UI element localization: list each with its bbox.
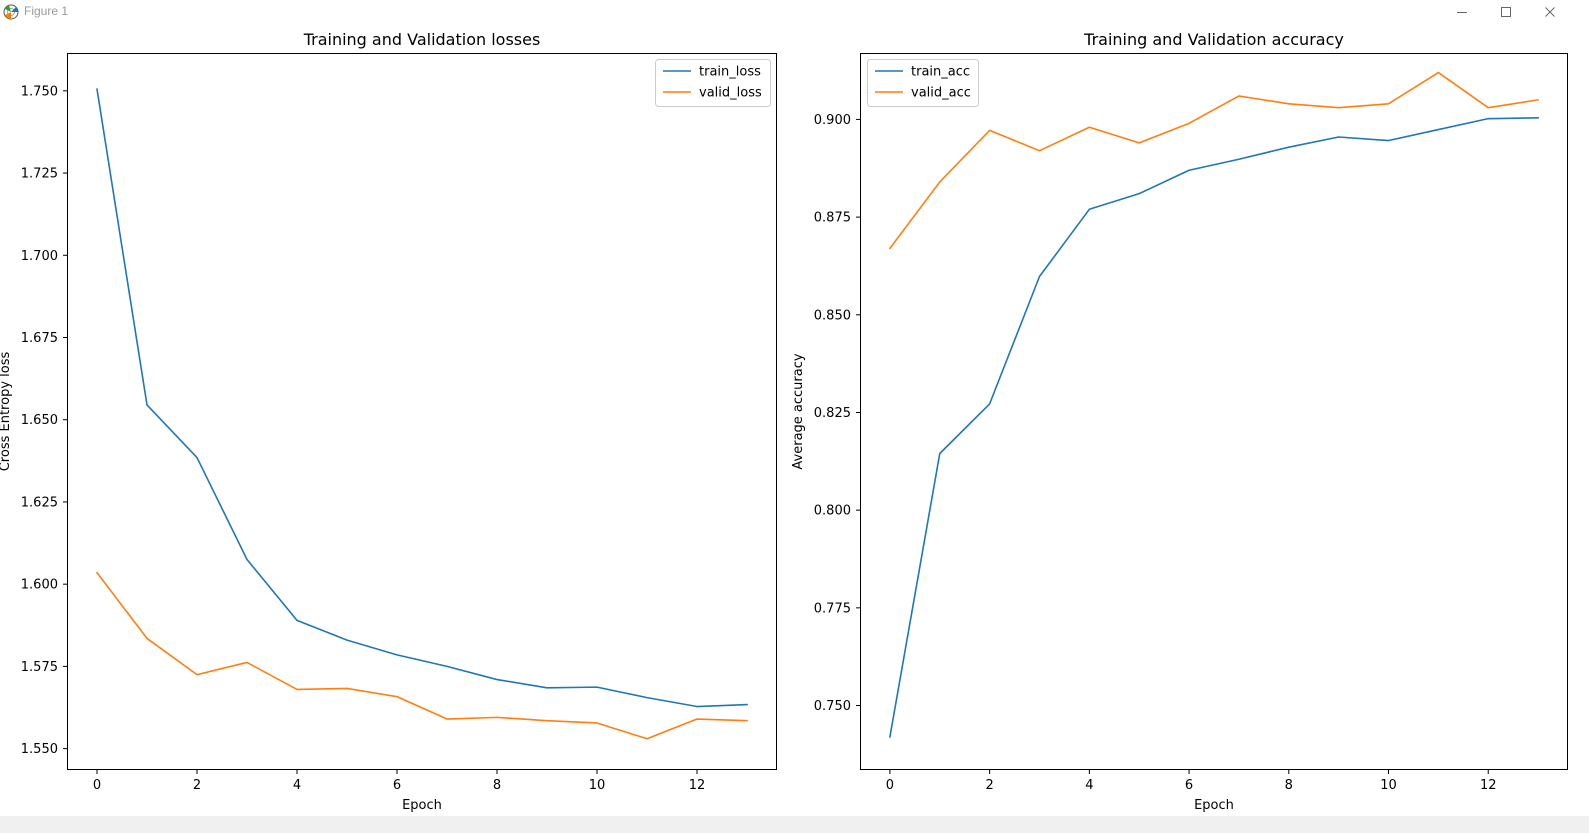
x-tick-label: 0 bbox=[93, 778, 101, 793]
chart-losses: 0 2 4 6 8 10 12 1.550 1.575 1.600 1.625 1.650 1.675 1… bbox=[0, 30, 777, 813]
window-title: Figure 1 bbox=[24, 4, 69, 18]
x-tick-label: 0 bbox=[886, 778, 894, 793]
legend-label: train_loss bbox=[699, 65, 761, 80]
minimize-icon bbox=[1457, 12, 1467, 13]
y-tick-label: 1.700 bbox=[21, 249, 58, 264]
legend-label: valid_acc bbox=[911, 86, 971, 101]
legend-label: valid_loss bbox=[699, 86, 762, 101]
legend: train_loss valid_loss bbox=[655, 59, 771, 107]
y-tick-label: 0.775 bbox=[814, 601, 851, 616]
y-tick-label: 1.550 bbox=[21, 742, 58, 757]
x-axis-label: Epoch bbox=[402, 798, 442, 813]
series-line-valid_acc bbox=[888, 71, 1539, 250]
matplotlib-icon bbox=[3, 4, 19, 20]
y-tick-label: 1.600 bbox=[21, 578, 58, 593]
legend: train_acc valid_acc bbox=[867, 59, 979, 107]
chart-accuracy: 0 2 4 6 8 10 12 0.750 0.775 0.800 0.825 0.850 0.875 0… bbox=[791, 30, 1568, 813]
y-tick-label: 0.875 bbox=[814, 211, 851, 226]
series-line-train_loss bbox=[96, 88, 748, 708]
x-tick-label: 2 bbox=[985, 778, 993, 793]
y-tick-label: 1.625 bbox=[21, 495, 58, 510]
y-tick-label: 0.750 bbox=[814, 699, 851, 714]
x-tick-label: 8 bbox=[493, 778, 501, 793]
y-tick-label: 1.725 bbox=[21, 167, 58, 182]
maximize-icon bbox=[1501, 7, 1511, 17]
x-tick-label: 4 bbox=[1085, 778, 1093, 793]
y-tick-label: 1.750 bbox=[21, 84, 58, 99]
legend-label: train_acc bbox=[911, 65, 970, 80]
x-tick-label: 6 bbox=[393, 778, 401, 793]
x-tick-label: 4 bbox=[293, 778, 301, 793]
close-icon bbox=[1545, 7, 1555, 17]
y-tick-label: 1.575 bbox=[21, 660, 58, 675]
y-axis-label: Cross Entropy loss bbox=[0, 352, 13, 472]
series-line-valid_loss bbox=[95, 571, 748, 740]
axes-frame bbox=[860, 53, 1568, 770]
y-tick-label: 0.850 bbox=[814, 308, 851, 323]
plot-area bbox=[860, 53, 1568, 770]
maximize-button[interactable] bbox=[1484, 0, 1528, 24]
series-line-train_acc bbox=[888, 117, 1539, 738]
y-tick-label: 1.675 bbox=[21, 331, 58, 346]
chart-title: Training and Validation accuracy bbox=[1083, 30, 1344, 49]
x-tick-label: 10 bbox=[589, 778, 606, 793]
figure-svg: 0 2 4 6 8 10 12 1.550 1.575 1.600 1.625 1.650 1.675 1… bbox=[0, 30, 1568, 813]
figure-canvas: 0 2 4 6 8 10 12 1.550 1.575 1.600 1.625 1.650 1.675 1… bbox=[0, 24, 1589, 816]
minimize-button[interactable] bbox=[1440, 0, 1484, 24]
x-axis-label: Epoch bbox=[1194, 798, 1234, 813]
x-tick-label: 12 bbox=[689, 778, 706, 793]
x-tick-label: 10 bbox=[1380, 778, 1397, 793]
close-button[interactable] bbox=[1528, 0, 1572, 24]
y-axis-label: Average accuracy bbox=[791, 353, 806, 469]
y-tick-label: 0.900 bbox=[814, 113, 851, 128]
x-tick-label: 8 bbox=[1285, 778, 1293, 793]
window-titlebar: Figure 1 bbox=[0, 0, 1589, 24]
status-bar bbox=[0, 816, 1589, 833]
axes-frame bbox=[67, 53, 777, 770]
x-tick-label: 2 bbox=[193, 778, 201, 793]
y-tick-label: 1.650 bbox=[21, 413, 58, 428]
plot-area bbox=[67, 53, 777, 770]
x-tick-label: 12 bbox=[1480, 778, 1497, 793]
y-tick-label: 0.800 bbox=[814, 504, 851, 519]
y-tick-label: 0.825 bbox=[814, 406, 851, 421]
chart-title: Training and Validation losses bbox=[303, 30, 541, 49]
x-tick-label: 6 bbox=[1185, 778, 1193, 793]
